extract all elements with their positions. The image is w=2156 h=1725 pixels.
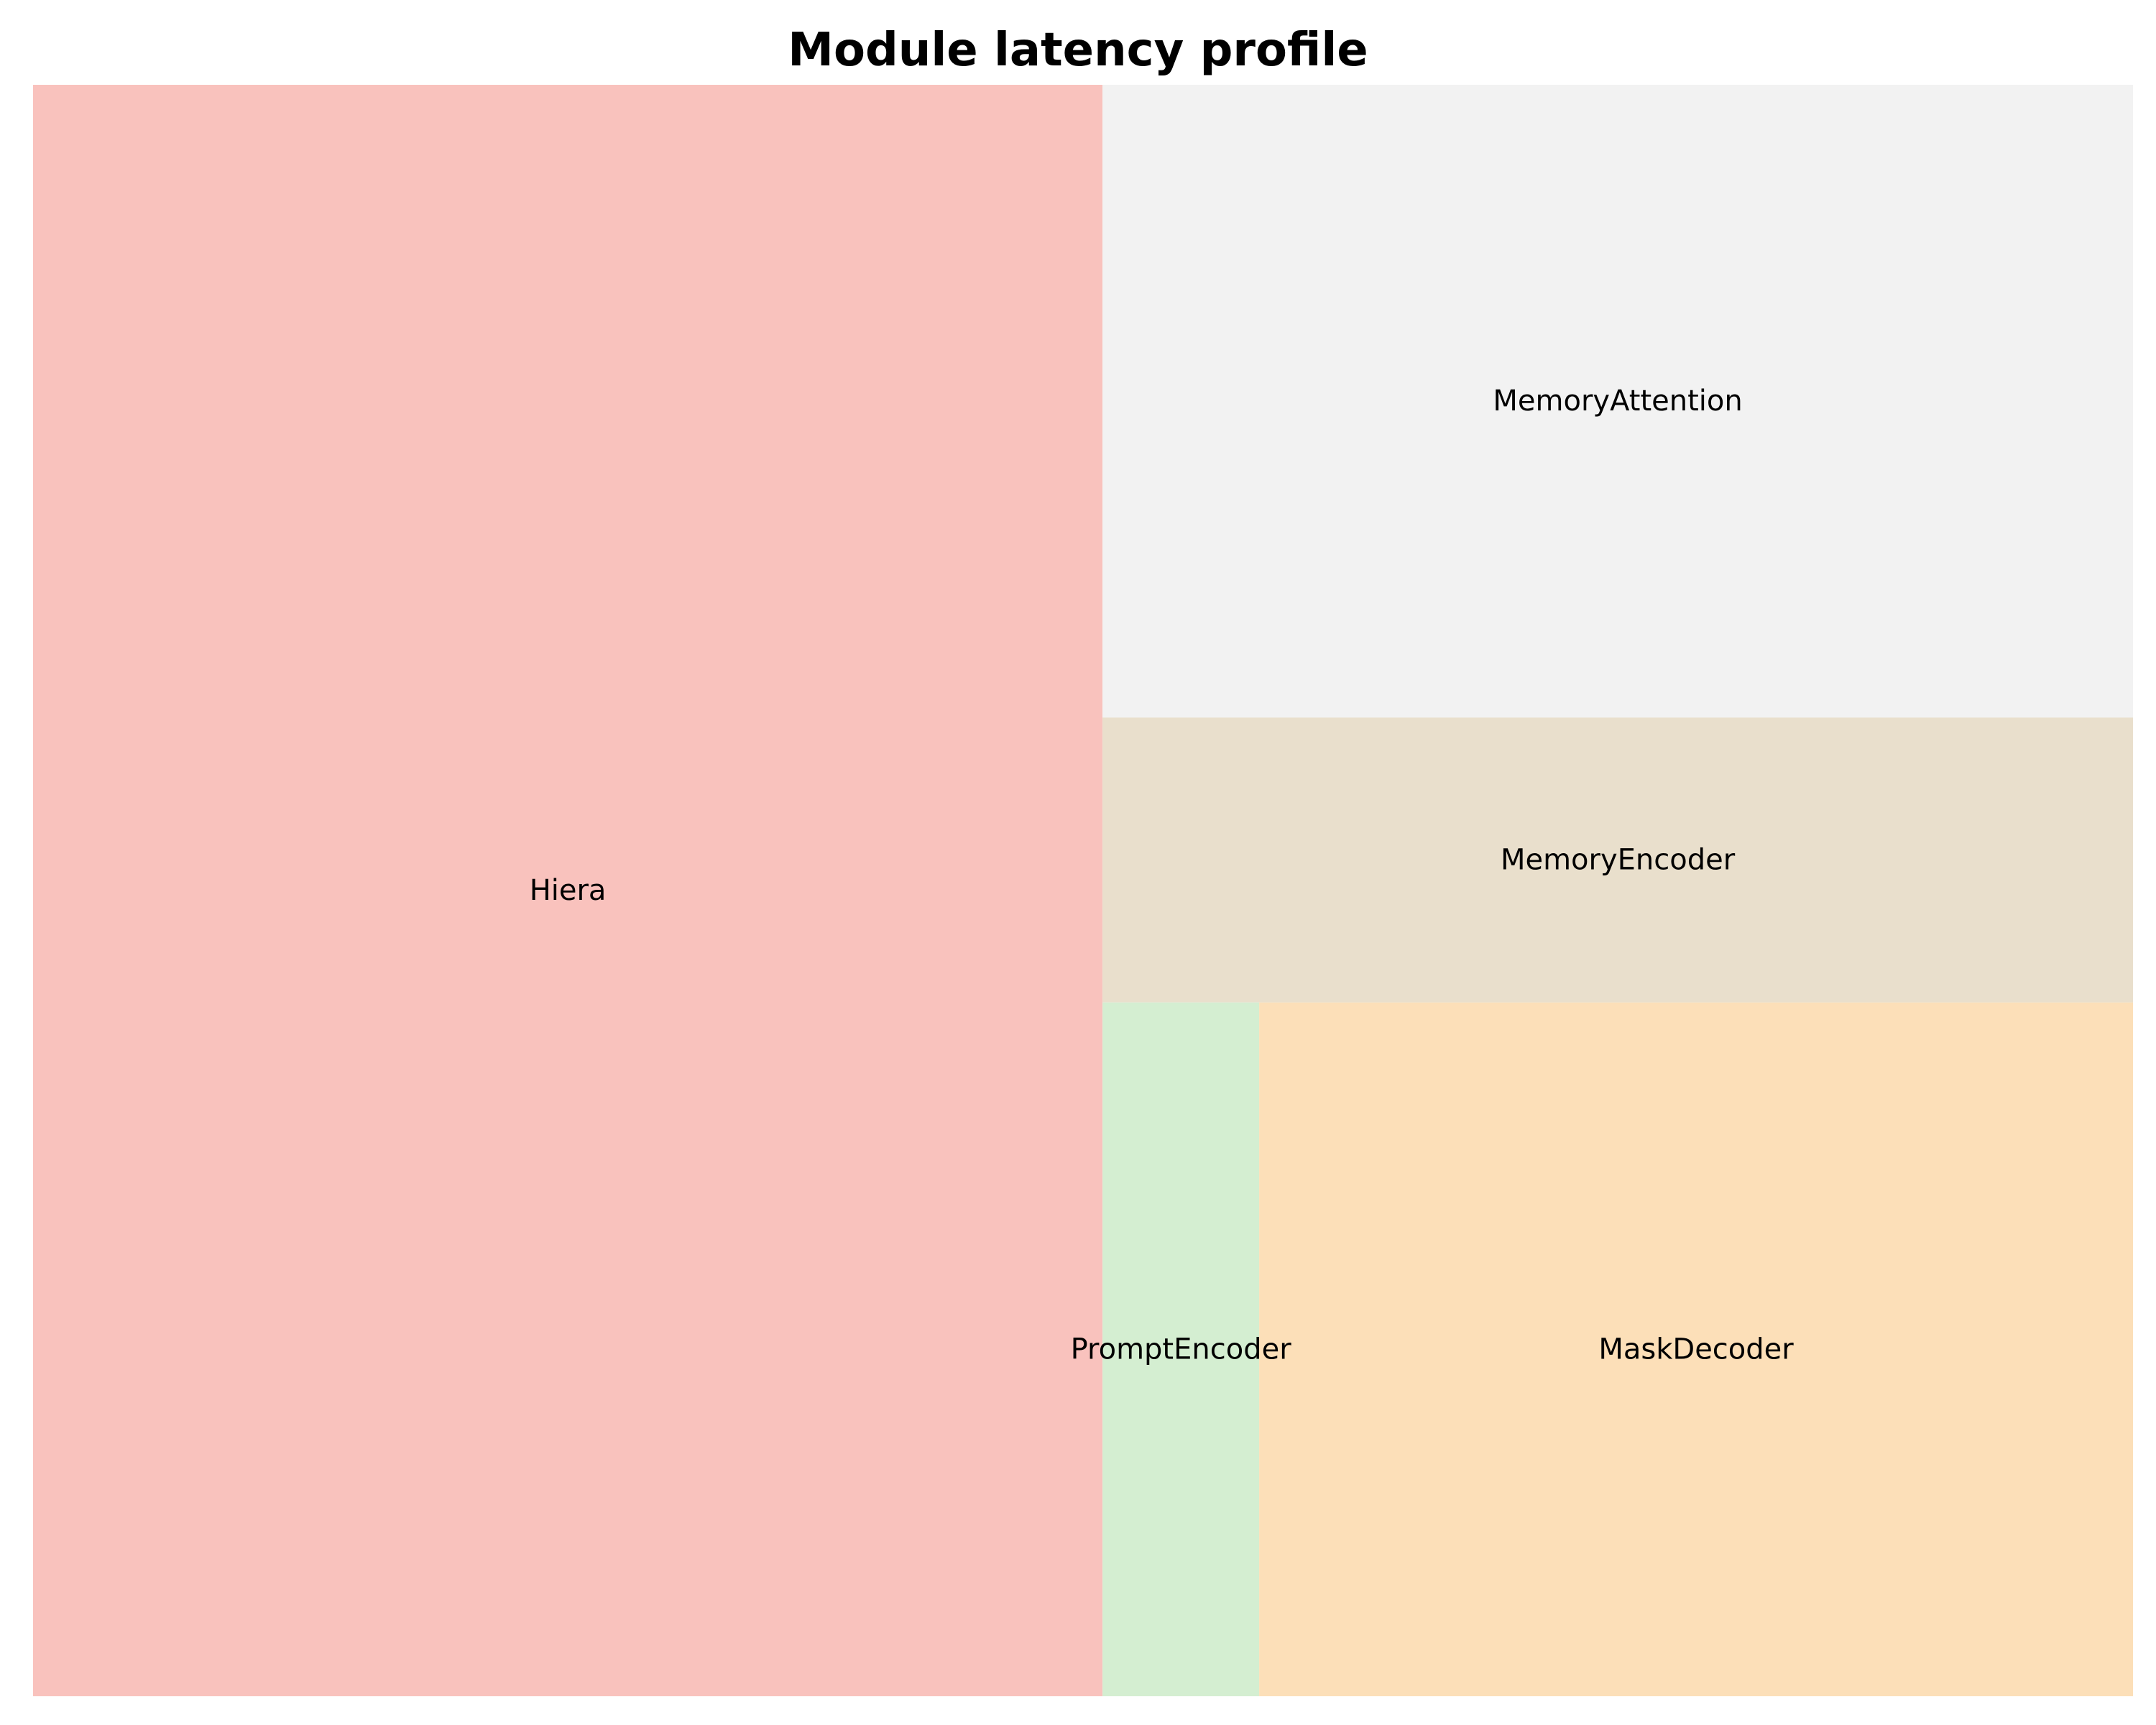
treemap-label-memory-encoder: MemoryEncoder bbox=[1501, 844, 1736, 877]
treemap-cell-memory-attention bbox=[1102, 85, 2133, 718]
treemap-cell-hiera bbox=[33, 85, 1103, 1696]
treemap-label-memory-attention: MemoryAttention bbox=[1493, 385, 1742, 418]
treemap-label-prompt-encoder: PromptEncoder bbox=[1071, 1333, 1292, 1366]
treemap-label-hiera: Hiera bbox=[530, 874, 607, 907]
chart-title: Module latency profile bbox=[788, 24, 1368, 77]
treemap-cell-mask-decoder bbox=[1259, 1002, 2133, 1696]
treemap-cell-memory-encoder bbox=[1102, 717, 2133, 1003]
treemap-cell-prompt-encoder bbox=[1102, 1002, 1260, 1696]
treemap-label-mask-decoder: MaskDecoder bbox=[1598, 1333, 1794, 1366]
